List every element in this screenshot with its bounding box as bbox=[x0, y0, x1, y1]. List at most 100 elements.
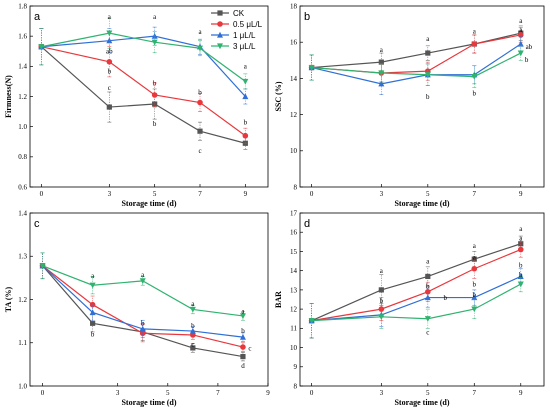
panel-a-x-tick-label: 5 bbox=[153, 190, 157, 198]
panel-c-significance-label: a bbox=[91, 272, 95, 280]
panel-a-significance-label: a bbox=[198, 28, 202, 36]
panel-c-y-tick-label: 1.0 bbox=[18, 382, 27, 390]
panel-b-x-axis-title: Storage time (d) bbox=[394, 199, 449, 208]
panel-c-series-3-l-l-point bbox=[239, 313, 246, 320]
panel-c-significance-label: a bbox=[141, 271, 145, 279]
legend-swatch-marker bbox=[217, 31, 223, 38]
panel-c-significance-label: c bbox=[248, 344, 251, 352]
panel-d-significance-label: b bbox=[519, 271, 523, 279]
legend-swatch-marker bbox=[217, 21, 223, 27]
panel-c-significance-label: b bbox=[241, 327, 245, 335]
panel-d-x-tick-label: 9 bbox=[519, 389, 523, 397]
panel-d-significance-label: a bbox=[473, 242, 477, 250]
panel-a-x-tick-label: 0 bbox=[40, 190, 44, 198]
legend-swatch-marker bbox=[217, 10, 223, 16]
panel-d-y-tick-label: 13 bbox=[290, 286, 298, 294]
panel-c-y-tick-label: 1.4 bbox=[18, 209, 27, 217]
panel-a-series-0-5-l-l-point bbox=[151, 92, 158, 98]
panel-b-y-tick-label: 12 bbox=[290, 111, 298, 119]
panel-c-significance-label: c bbox=[191, 340, 194, 348]
panel-d-x-tick-label: 5 bbox=[426, 389, 430, 397]
panel-d-y-tick-label: 9 bbox=[294, 363, 298, 371]
panel-a-series-3-l-l-point bbox=[151, 39, 158, 46]
panel-a-significance-label: b bbox=[153, 120, 157, 128]
panel-c-x-tick-label: 7 bbox=[216, 389, 220, 397]
panel-b-series-1-l-l-line bbox=[311, 43, 522, 85]
panel-c-frame bbox=[29, 212, 269, 387]
legend-swatch-marker bbox=[217, 43, 223, 50]
panel-d-x-tick-label: 7 bbox=[473, 389, 477, 397]
panel-b-series-3-l-l-point bbox=[378, 70, 385, 77]
legend-label: CK bbox=[233, 9, 245, 18]
panel-d-y-tick-label: 10 bbox=[290, 344, 298, 352]
panel-c-x-axis-title: Storage time (d) bbox=[121, 398, 176, 407]
panel-d-letter: d bbox=[304, 218, 310, 230]
panel-b-series-3-l-l bbox=[308, 45, 524, 88]
panel-b-significance-label: a bbox=[380, 46, 384, 54]
panel-d-series-3-l-l-point bbox=[308, 318, 315, 324]
panel-b-series-3-l-l-point bbox=[308, 64, 315, 71]
panel-a-significance-label: b bbox=[244, 119, 248, 127]
panel-b-y-tick-label: 8 bbox=[294, 183, 298, 191]
panel-d-series-3-l-l bbox=[308, 276, 524, 339]
panel-d-series-3-l-l-point bbox=[517, 281, 524, 288]
panel-d-significance-label: a bbox=[426, 257, 430, 265]
panel-c-x-tick-label: 0 bbox=[41, 389, 45, 397]
panel-d-significance-label: a bbox=[519, 225, 523, 233]
panel-c-series-0-5-l-l-point bbox=[240, 344, 246, 350]
panel-a-significance-label: a bbox=[153, 13, 157, 21]
panel-d-series-3-l-l-point bbox=[424, 316, 431, 322]
panel-b-significance-label: a bbox=[473, 28, 477, 36]
panel-a-series-3-l-l-point bbox=[38, 44, 45, 50]
panel-a-significance-label: b bbox=[198, 88, 202, 96]
panel-a-series-3-l-l-point bbox=[242, 78, 249, 85]
panel-a-series-1-l-l-point bbox=[242, 93, 249, 100]
panel-d-series-ck bbox=[309, 235, 524, 339]
panel-c-series-0-5-l-l-point bbox=[89, 301, 96, 308]
panel-a-series-ck bbox=[38, 28, 248, 150]
panel-d-significance-label: b bbox=[426, 282, 430, 290]
panel-d-significance-label: a bbox=[380, 267, 384, 275]
panel-c-series-3-l-l-point bbox=[139, 278, 146, 285]
panel-a-series-ck-point bbox=[197, 128, 203, 134]
panel-d-frame bbox=[299, 212, 545, 387]
panel-a-letter: a bbox=[34, 11, 41, 23]
panel-b-significance-label: a bbox=[519, 17, 523, 25]
panel-c-series-1-l-l-point bbox=[89, 309, 96, 316]
panel-b-frame bbox=[299, 5, 545, 188]
panel-c-x-tick-label: 3 bbox=[116, 389, 120, 397]
panel-d: 8 9 10 11 12 13 14 15 16 17 0 3 5 7 9 Storage time (d) B… bbox=[274, 209, 545, 407]
panel-b-significance-label: a bbox=[426, 35, 430, 43]
panel-c-significance-label: b bbox=[191, 322, 195, 330]
panel-d-significance-label: b bbox=[473, 281, 477, 289]
panel-a-significance-label: ab bbox=[106, 48, 113, 56]
panel-d-series-3-l-l-point bbox=[471, 306, 478, 313]
panel-c-x-tick-label: 5 bbox=[166, 389, 170, 397]
panel-c-series-ck bbox=[39, 252, 246, 362]
panel-c-y-tick-label: 1.3 bbox=[18, 253, 27, 261]
panel-d-x-axis-title: Storage time (d) bbox=[394, 398, 449, 407]
panel-a-significance-label: c bbox=[198, 147, 201, 155]
panel-a-y-tick-label: 0.8 bbox=[18, 153, 27, 161]
panel-a-significance-label: a bbox=[244, 63, 248, 71]
panel-d-significance-label: c bbox=[426, 329, 429, 337]
panel-d-series-1-l-l-point bbox=[471, 294, 478, 301]
panel-a-series-3-l-l-point bbox=[197, 45, 203, 52]
panel-b-significance-label: b bbox=[525, 56, 529, 64]
panel-c-series-1-l-l-point bbox=[139, 325, 146, 332]
panel-b-series-3-l-l-point bbox=[517, 50, 524, 57]
panel-d-y-tick-label: 8 bbox=[294, 382, 298, 390]
panel-a-significance-label: a bbox=[108, 13, 112, 21]
panel-b-x-tick-label: 0 bbox=[310, 190, 314, 198]
panel-c-y-tick-label: 1.1 bbox=[18, 339, 27, 347]
panel-c-series-3-l-l-point bbox=[89, 282, 96, 289]
panel-b-y-axis-title: SSC (%) bbox=[274, 81, 283, 111]
panel-d-significance-label: b bbox=[473, 291, 477, 299]
panel-c-significance-label: b bbox=[91, 331, 95, 339]
panel-a-series-0-5-l-l-point bbox=[197, 99, 203, 106]
panel-b-x-tick-label: 7 bbox=[473, 190, 477, 198]
panel-a-x-tick-label: 3 bbox=[108, 190, 112, 198]
panel-d-series-ck-point bbox=[518, 241, 524, 247]
panel-a-y-tick-label: 1.2 bbox=[18, 93, 27, 101]
